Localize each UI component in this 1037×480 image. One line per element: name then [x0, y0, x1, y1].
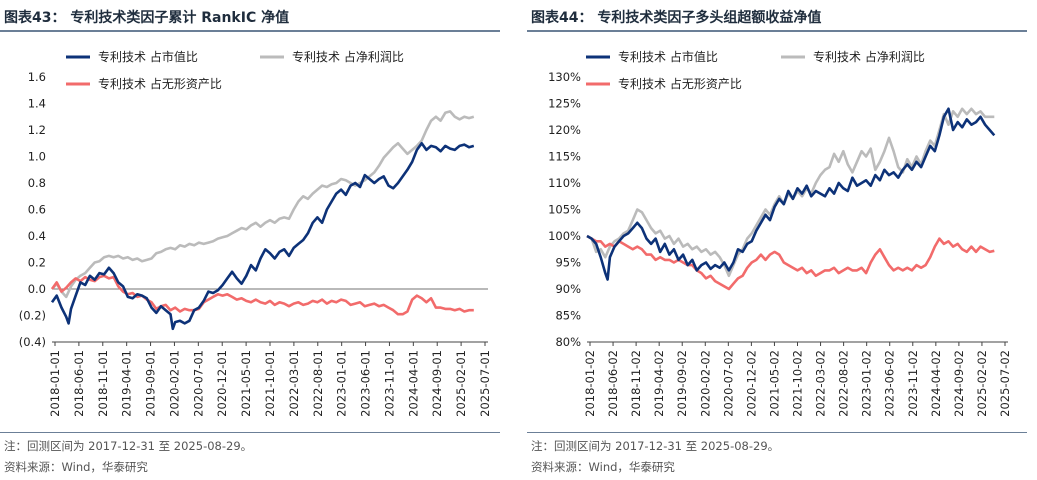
y-tick-label: 0.0: [28, 282, 46, 296]
legend-label: 专利技术 占净利润比: [813, 49, 925, 64]
chart-title: 图表43： 专利技术类因子累计 RankIC 净值: [4, 10, 290, 26]
legend-label: 专利技术 占无形资产比: [618, 76, 742, 91]
x-tick-label: 2020-12-01: [215, 350, 229, 417]
x-tick-label: 2019-09-01: [144, 350, 158, 417]
y-tick-label: 110%: [548, 176, 581, 190]
series-line-2: [50, 274, 474, 316]
series-line-2: [586, 234, 995, 291]
series-line-1: [51, 110, 475, 299]
x-tick-label: 2020-02-01: [167, 350, 181, 417]
chart-title: 图表44： 专利技术类因子多头组超额收益净值: [531, 10, 822, 26]
y-tick-label: 115%: [548, 150, 581, 164]
legend-label: 专利技术 占无形资产比: [98, 76, 222, 91]
x-tick-label: 2021-05-01: [239, 350, 253, 417]
chart-source: 资料来源：Wind，华泰研究: [531, 460, 675, 474]
chart-panel-44: 图表44： 专利技术类因子多头组超额收益净值 130% 125% 120% 115% 1…: [527, 0, 1037, 480]
chart-note: 注：回测区间为 2017-12-31 至 2025-08-29。: [531, 439, 780, 453]
y-tick-label: 0.4: [28, 229, 46, 243]
y-tick-label: 0.8: [28, 176, 46, 190]
x-tick-label: 2023-01-01: [335, 350, 349, 417]
x-tick-label: 2020-12-02: [744, 350, 758, 417]
chart-panel-43: 图表43： 专利技术类因子累计 RankIC 净值 1.6 1.4 1.2 1.0 0.…: [0, 0, 510, 480]
series-line-0: [50, 142, 475, 331]
x-tick-label: 2022-08-01: [311, 350, 325, 417]
x-tick-label: 2024-09-02: [952, 350, 966, 417]
x-tick-label: 2020-02-02: [698, 350, 712, 417]
x-tick-label: 2024-04-02: [929, 350, 943, 417]
x-tick-label: 2022-03-01: [287, 350, 301, 417]
y-tick-label: 80%: [555, 335, 581, 349]
x-tick-label: 2021-05-02: [767, 350, 781, 417]
x-tick-label: 2018-01-02: [583, 350, 597, 417]
x-tick-label: 2021-10-01: [263, 350, 277, 417]
series-line-0: [586, 107, 996, 281]
y-tick-label: 90%: [555, 282, 581, 296]
chart-svg: 1.61.41.21.00.80.60.40.20.0(0.2)(0.4)201…: [19, 49, 492, 417]
x-tick-label: 2023-06-01: [359, 350, 373, 417]
x-tick-label: 2023-11-01: [382, 350, 396, 417]
y-tick-label: 130%: [548, 70, 581, 84]
legend-label: 专利技术 占净利润比: [292, 49, 404, 64]
x-tick-label: 2025-02-02: [975, 350, 989, 417]
legend-label: 专利技术 占市值比: [98, 49, 198, 64]
y-tick-label: 1.0: [28, 150, 46, 164]
x-tick-label: 2020-07-01: [191, 350, 205, 417]
y-tick-label: 125%: [548, 97, 581, 111]
y-tick-label: 0.2: [28, 256, 46, 270]
x-tick-label: 2019-04-02: [652, 350, 666, 417]
x-tick-label: 2024-04-01: [406, 350, 420, 417]
y-tick-label: 1.6: [28, 70, 46, 84]
y-tick-label: 105%: [548, 203, 581, 217]
y-tick-label: 120%: [548, 123, 581, 137]
x-tick-label: 2018-11-02: [629, 350, 643, 417]
x-tick-label: 2020-07-02: [721, 350, 735, 417]
y-tick-label: (0.4): [19, 335, 46, 349]
x-tick-label: 2018-06-02: [606, 350, 620, 417]
y-tick-label: (0.2): [19, 309, 46, 323]
y-tick-label: 0.6: [28, 203, 46, 217]
x-tick-label: 2023-01-02: [860, 350, 874, 417]
footer-rule: [527, 432, 1027, 433]
x-tick-label: 2019-04-01: [120, 350, 134, 417]
legend-label: 专利技术 占市值比: [618, 49, 718, 64]
x-tick-label: 2023-06-02: [883, 350, 897, 417]
x-tick-label: 2025-02-01: [454, 350, 468, 417]
y-tick-label: 95%: [555, 256, 581, 270]
footer-rule: [0, 432, 500, 433]
x-tick-label: 2025-07-02: [998, 350, 1012, 417]
x-tick-label: 2021-10-02: [791, 350, 805, 417]
x-tick-label: 2022-08-02: [837, 350, 851, 417]
x-tick-label: 2023-11-02: [906, 350, 920, 417]
x-tick-label: 2019-09-02: [675, 350, 689, 417]
x-tick-label: 2018-06-01: [72, 350, 86, 417]
y-tick-label: 1.4: [28, 97, 46, 111]
x-tick-label: 2024-09-01: [430, 350, 444, 417]
x-tick-label: 2022-03-02: [814, 350, 828, 417]
chart-note: 注：回测区间为 2017-12-31 至 2025-08-29。: [4, 439, 253, 453]
x-tick-label: 2025-07-01: [478, 350, 492, 417]
chart-source: 资料来源：Wind，华泰研究: [4, 460, 148, 474]
x-tick-label: 2018-11-01: [96, 350, 110, 417]
y-tick-label: 1.2: [28, 123, 46, 137]
y-tick-label: 85%: [555, 309, 581, 323]
chart-svg: 130% 125% 120% 115% 110% 105% 100% 95% 90% 85% 80%…: [548, 49, 1012, 417]
title-rule: [0, 30, 500, 32]
title-rule: [527, 30, 1027, 32]
y-tick-label: 100%: [548, 229, 581, 243]
x-tick-label: 2018-01-01: [48, 350, 62, 417]
